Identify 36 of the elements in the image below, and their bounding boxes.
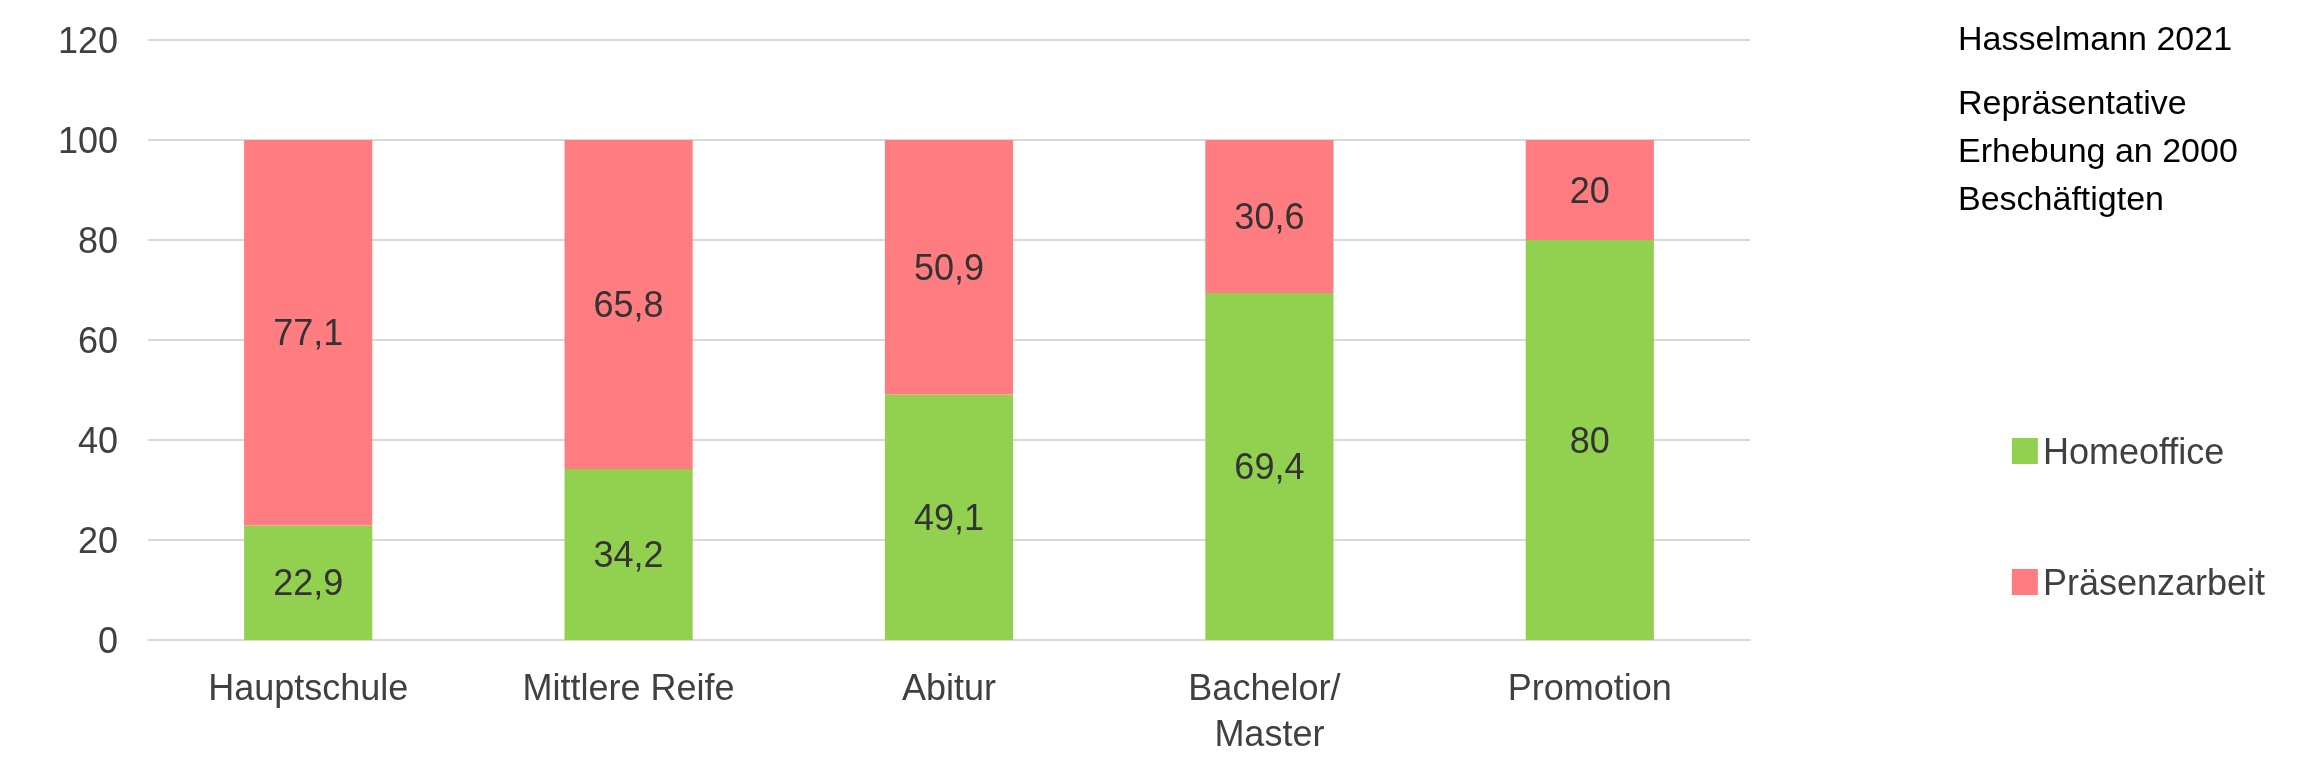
bar xyxy=(1525,240,1654,640)
x-tick-label: Promotion xyxy=(1507,666,1672,708)
data-label: 49,1 xyxy=(913,496,985,538)
data-label: 77,1 xyxy=(273,312,344,354)
bar xyxy=(1205,293,1334,640)
legend-label: Präsenzarbeit xyxy=(2042,561,2266,603)
data-label: 30,6 xyxy=(1234,196,1305,237)
bar xyxy=(244,525,373,640)
bar xyxy=(884,394,1014,640)
y-tick-label: 40 xyxy=(77,419,118,461)
y-tick-label: 120 xyxy=(57,19,118,61)
legend-label: Homeoffice xyxy=(2042,430,2225,472)
y-tick-label: 100 xyxy=(57,119,118,161)
text: Repräsentative Erhebung an 2000 Beschäftigten xyxy=(1958,83,2248,217)
y-tick-label: 0 xyxy=(97,619,118,661)
data-label: 69,4 xyxy=(1234,446,1305,487)
y-tick-label: 80 xyxy=(77,219,118,261)
y-tick-label: 60 xyxy=(77,319,118,361)
text: Hasselmann 2021 xyxy=(1958,19,2233,57)
x-tick-label: Hauptschule xyxy=(208,666,409,708)
data-label: 34,2 xyxy=(593,534,664,575)
bar xyxy=(1525,140,1654,240)
x-tick-label: Mittlere Reife xyxy=(522,666,735,708)
y-tick-label: 20 xyxy=(77,519,118,561)
x-tick-label: Abitur xyxy=(901,666,997,708)
x-tick-label: Bachelor/ Master xyxy=(1188,666,1351,754)
data-label: 65,8 xyxy=(593,284,664,325)
data-label: 22,9 xyxy=(273,562,344,604)
bar xyxy=(564,469,693,640)
bar xyxy=(884,140,1014,395)
bar xyxy=(1205,140,1334,293)
data-label: 80 xyxy=(1569,419,1610,461)
data-label: 50,9 xyxy=(913,246,985,288)
bar xyxy=(564,140,693,469)
bar xyxy=(244,140,373,526)
data-label: 20 xyxy=(1569,169,1610,211)
